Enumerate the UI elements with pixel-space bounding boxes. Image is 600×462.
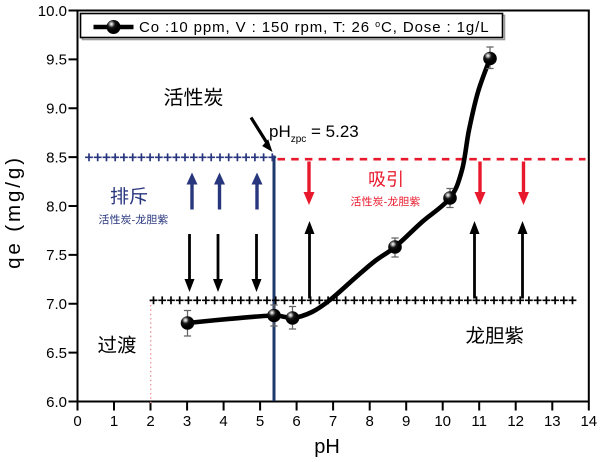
svg-text:10: 10 [434,413,451,430]
svg-text:14: 14 [580,413,597,430]
svg-text:7.0: 7.0 [46,296,67,313]
svg-text:Co :10 ppm, V : 150 rpm, T: 26: Co :10 ppm, V : 150 rpm, T: 26 oC, Dose … [139,19,489,36]
svg-text:7.5: 7.5 [46,247,67,264]
svg-text:12: 12 [507,413,524,430]
svg-text:5: 5 [256,413,264,430]
svg-text:11: 11 [471,413,487,430]
svg-text:2: 2 [146,413,154,430]
svg-text:qe (mg/g): qe (mg/g) [2,155,25,269]
svg-text:pH: pH [314,436,340,458]
svg-text:4: 4 [219,413,227,430]
svg-text:3: 3 [183,413,191,430]
svg-text:8.5: 8.5 [46,149,67,166]
svg-text:7: 7 [329,413,337,430]
svg-text:8.0: 8.0 [46,198,67,215]
svg-text:1: 1 [110,413,118,430]
svg-text:6.0: 6.0 [46,394,67,411]
svg-text:6.5: 6.5 [46,345,67,362]
svg-text:10.0: 10.0 [38,3,67,20]
svg-text:0: 0 [73,413,81,430]
svg-text:9.0: 9.0 [46,101,67,118]
svg-text:9.5: 9.5 [46,52,67,69]
svg-text:8: 8 [366,413,374,430]
svg-text:6: 6 [292,413,300,430]
svg-text:13: 13 [544,413,561,430]
svg-text:9: 9 [402,413,410,430]
